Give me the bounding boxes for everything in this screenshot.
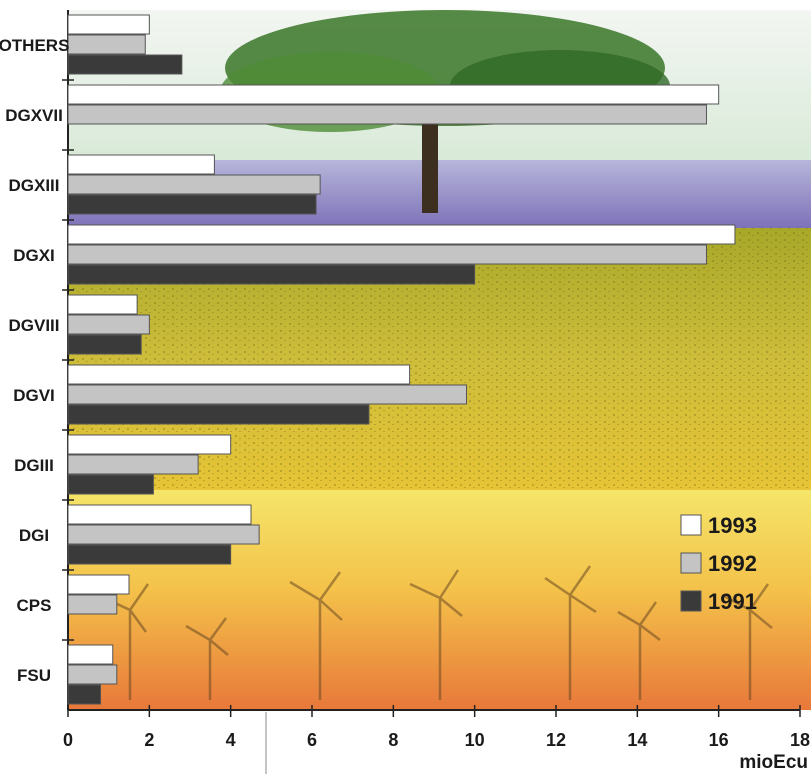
legend-swatch	[680, 514, 702, 536]
x-tick-label: 8	[388, 730, 398, 750]
category-ticks-group	[62, 79, 74, 641]
bar	[67, 54, 183, 75]
legend-label: 1992	[708, 551, 757, 576]
bar	[67, 104, 707, 125]
bar	[67, 644, 114, 665]
legend-label: 1993	[708, 513, 757, 538]
bar	[67, 264, 476, 285]
bar	[67, 404, 370, 425]
bar	[67, 224, 736, 245]
bar	[67, 544, 232, 565]
bar	[67, 474, 154, 495]
bar	[67, 84, 720, 105]
bar	[67, 174, 321, 195]
category-label: DGXIII	[8, 176, 59, 195]
x-tick-label: 2	[144, 730, 154, 750]
bar	[67, 524, 260, 545]
x-tick-label: 6	[307, 730, 317, 750]
bar	[67, 14, 150, 35]
legend-swatch	[680, 590, 702, 612]
bars-group	[67, 14, 736, 705]
x-tick-label: 18	[790, 730, 810, 750]
category-label: DGXI	[13, 246, 55, 265]
x-tick-label: 10	[465, 730, 485, 750]
bar	[67, 364, 411, 385]
bar	[67, 334, 142, 355]
x-tick-label: 0	[63, 730, 73, 750]
x-tick-label: 4	[226, 730, 236, 750]
bar	[67, 384, 468, 405]
bar	[67, 34, 146, 55]
category-label: DGI	[19, 526, 49, 545]
bar	[67, 434, 232, 455]
category-label: CPS	[17, 596, 52, 615]
category-label: OTHERS	[0, 36, 69, 55]
category-label: DGIII	[14, 456, 54, 475]
category-label: DGVI	[13, 386, 55, 405]
x-axis-unit-label: mioEcu	[739, 752, 808, 773]
bar	[67, 154, 215, 175]
bar	[67, 504, 252, 525]
category-label: DGXVII	[5, 106, 63, 125]
bar	[67, 574, 130, 595]
x-tick-label: 12	[546, 730, 566, 750]
bar	[67, 314, 150, 335]
bar	[67, 664, 118, 685]
x-ticks-group: 0 2 4 6 8 10 12 14 16 18	[63, 705, 810, 750]
legend-swatch	[680, 552, 702, 574]
bar	[67, 244, 707, 265]
bar	[67, 684, 102, 705]
x-tick-label: 16	[709, 730, 729, 750]
bar	[67, 194, 317, 215]
bar	[67, 294, 138, 315]
category-labels-group: OTHERS DGXVII DGXIII DGXI DGVIII DGVI DGIII DGI…	[0, 36, 69, 685]
bar	[67, 594, 118, 615]
legend-label: 1991	[708, 589, 757, 614]
x-tick-label: 14	[627, 730, 647, 750]
bar	[67, 454, 199, 475]
legend: 1993 1992 1991	[680, 513, 757, 614]
category-label: DGVIII	[8, 316, 59, 335]
category-label: FSU	[17, 666, 51, 685]
